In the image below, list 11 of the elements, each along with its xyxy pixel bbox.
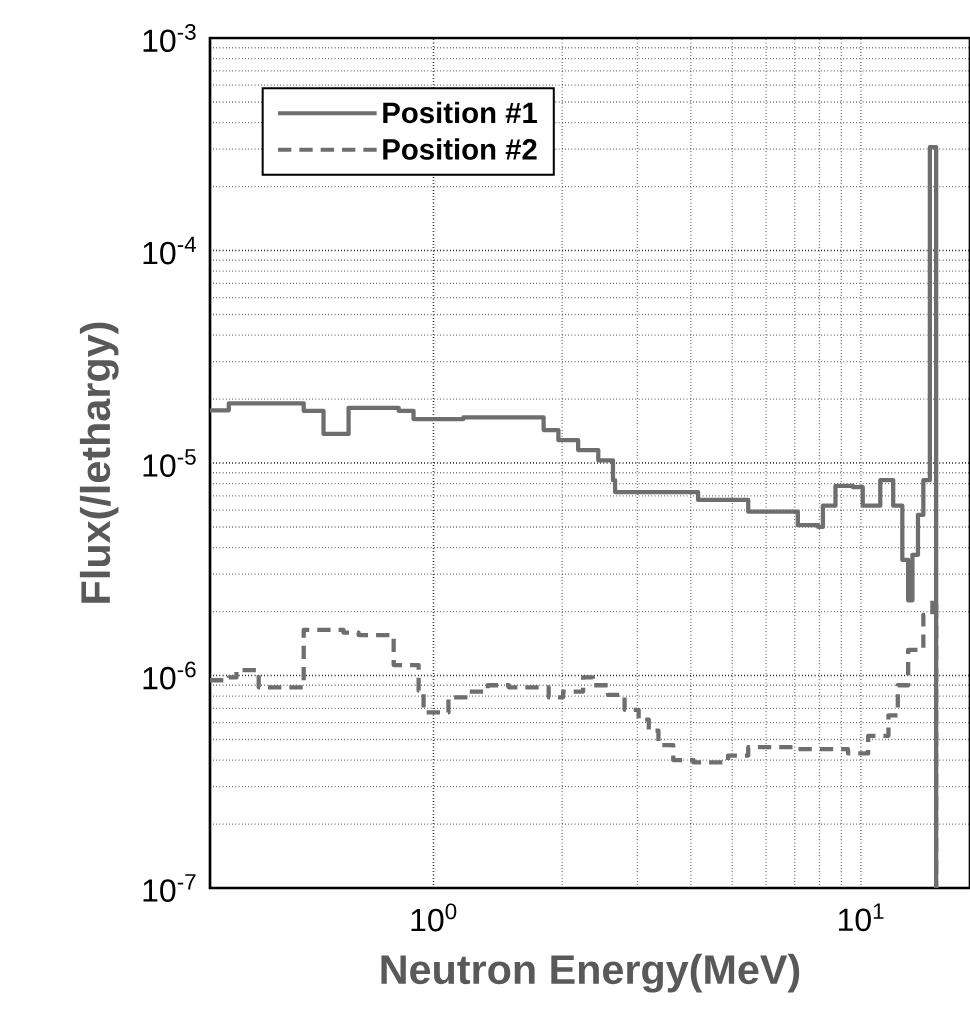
x-axis-title: Neutron Energy(MeV) <box>381 953 800 993</box>
y-tick-label: 10$^{-6}$ <box>143 661 196 690</box>
x-tick-label: 10$^{0}$ <box>411 903 457 932</box>
y-axis-title: Flux(/lethargy) <box>79 322 119 603</box>
y-tick-label: 10$^{-3}$ <box>143 24 196 53</box>
y-tick-label: 10$^{-7}$ <box>143 874 196 902</box>
y-tick-label: 10$^{-5}$ <box>143 449 196 477</box>
legend-label: Position #2 <box>383 138 537 160</box>
y-tick-label: 10$^{-4}$ <box>143 236 196 265</box>
legend-label: Position #1 <box>383 101 537 124</box>
x-tick-label: 10$^{1}$ <box>838 903 884 932</box>
